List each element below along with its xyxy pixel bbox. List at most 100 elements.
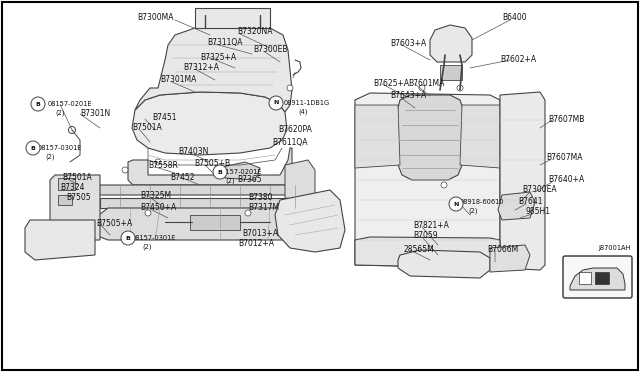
Polygon shape <box>355 105 400 168</box>
Text: B7603+A: B7603+A <box>390 38 426 48</box>
Polygon shape <box>490 245 530 272</box>
Text: B7640+A: B7640+A <box>548 176 584 185</box>
Polygon shape <box>190 215 240 230</box>
Polygon shape <box>100 198 308 208</box>
Polygon shape <box>95 208 310 240</box>
Text: B7501A: B7501A <box>132 124 162 132</box>
Text: 28565M: 28565M <box>403 244 434 253</box>
Polygon shape <box>97 185 308 195</box>
Polygon shape <box>275 190 345 252</box>
Text: B7625+A: B7625+A <box>373 78 409 87</box>
Text: B7450+A: B7450+A <box>140 203 176 212</box>
Bar <box>579 272 591 284</box>
Polygon shape <box>285 160 315 200</box>
Polygon shape <box>58 178 75 190</box>
Text: B7643+A: B7643+A <box>390 92 426 100</box>
Text: B7317M: B7317M <box>248 202 279 212</box>
Text: (2): (2) <box>225 178 234 184</box>
Text: B7620PA: B7620PA <box>278 125 312 135</box>
Circle shape <box>441 182 447 188</box>
Polygon shape <box>132 92 287 155</box>
Text: B7311QA: B7311QA <box>207 38 243 46</box>
Polygon shape <box>135 26 292 112</box>
Text: B7312+A: B7312+A <box>183 64 219 73</box>
Text: (4): (4) <box>298 109 307 115</box>
Text: B7012+A: B7012+A <box>238 240 274 248</box>
Text: N: N <box>273 100 278 106</box>
Text: 985H1: 985H1 <box>525 208 550 217</box>
Polygon shape <box>440 65 462 80</box>
Circle shape <box>213 165 227 179</box>
Text: B7558R: B7558R <box>148 160 178 170</box>
Text: B7059: B7059 <box>413 231 438 241</box>
Text: B6400: B6400 <box>502 13 527 22</box>
Text: J87001AH: J87001AH <box>598 245 630 251</box>
Text: B: B <box>31 145 35 151</box>
Text: B7601MA: B7601MA <box>408 78 444 87</box>
Text: B7066M: B7066M <box>487 244 518 253</box>
Text: B: B <box>125 235 131 241</box>
Text: N: N <box>453 202 459 206</box>
Text: B7325+A: B7325+A <box>200 52 236 61</box>
Polygon shape <box>218 162 260 180</box>
Text: (2): (2) <box>45 154 54 160</box>
Text: B7607MA: B7607MA <box>546 154 582 163</box>
Text: B7301MA: B7301MA <box>160 76 196 84</box>
Polygon shape <box>398 250 490 278</box>
Circle shape <box>26 141 40 155</box>
Text: B7365: B7365 <box>237 176 262 185</box>
Polygon shape <box>25 220 95 260</box>
Text: B7013+A: B7013+A <box>242 230 278 238</box>
Text: B7505: B7505 <box>66 193 91 202</box>
Text: 08157-0301E: 08157-0301E <box>132 235 177 241</box>
Circle shape <box>145 210 151 216</box>
Text: B7301N: B7301N <box>80 109 110 118</box>
Text: 08918-60610: 08918-60610 <box>460 199 504 205</box>
Polygon shape <box>460 105 500 168</box>
Circle shape <box>122 167 128 173</box>
Text: B7641: B7641 <box>518 198 543 206</box>
Polygon shape <box>355 93 500 268</box>
FancyBboxPatch shape <box>563 256 632 298</box>
Polygon shape <box>498 192 535 220</box>
Circle shape <box>287 85 293 91</box>
Polygon shape <box>50 175 100 240</box>
Text: B7501A: B7501A <box>62 173 92 183</box>
Bar <box>595 272 609 284</box>
Polygon shape <box>195 8 270 28</box>
Text: B7300EA: B7300EA <box>522 186 557 195</box>
Text: B7403N: B7403N <box>178 148 209 157</box>
Text: 08911-1DB1G: 08911-1DB1G <box>284 100 330 106</box>
Text: B7505+A: B7505+A <box>96 218 132 228</box>
Circle shape <box>457 85 463 91</box>
Text: B7300MA: B7300MA <box>137 13 173 22</box>
Text: B7324: B7324 <box>60 183 84 192</box>
Text: B7300EB: B7300EB <box>253 45 287 55</box>
Text: B7611QA: B7611QA <box>272 138 307 147</box>
Text: (2): (2) <box>142 244 152 250</box>
Text: B7380: B7380 <box>248 192 273 202</box>
Circle shape <box>121 231 135 245</box>
Text: 08157-0201E: 08157-0201E <box>48 101 93 107</box>
Circle shape <box>68 126 76 134</box>
Text: B7602+A: B7602+A <box>500 55 536 64</box>
Circle shape <box>155 159 161 165</box>
Text: B7320NA: B7320NA <box>237 28 273 36</box>
Text: B7325M: B7325M <box>140 192 171 201</box>
Circle shape <box>245 210 251 216</box>
Circle shape <box>449 197 463 211</box>
Text: B: B <box>36 102 40 106</box>
Text: (2): (2) <box>468 208 477 214</box>
Polygon shape <box>396 95 465 180</box>
Text: (2): (2) <box>55 110 65 116</box>
Text: 08157-0301E: 08157-0301E <box>38 145 83 151</box>
Polygon shape <box>500 92 545 270</box>
Polygon shape <box>570 268 625 290</box>
Polygon shape <box>355 237 500 268</box>
Circle shape <box>31 97 45 111</box>
Text: B7452: B7452 <box>170 173 195 182</box>
Polygon shape <box>430 25 472 62</box>
Text: B7607MB: B7607MB <box>548 115 584 124</box>
Text: B7451: B7451 <box>152 113 177 122</box>
Text: B7821+A: B7821+A <box>413 221 449 231</box>
